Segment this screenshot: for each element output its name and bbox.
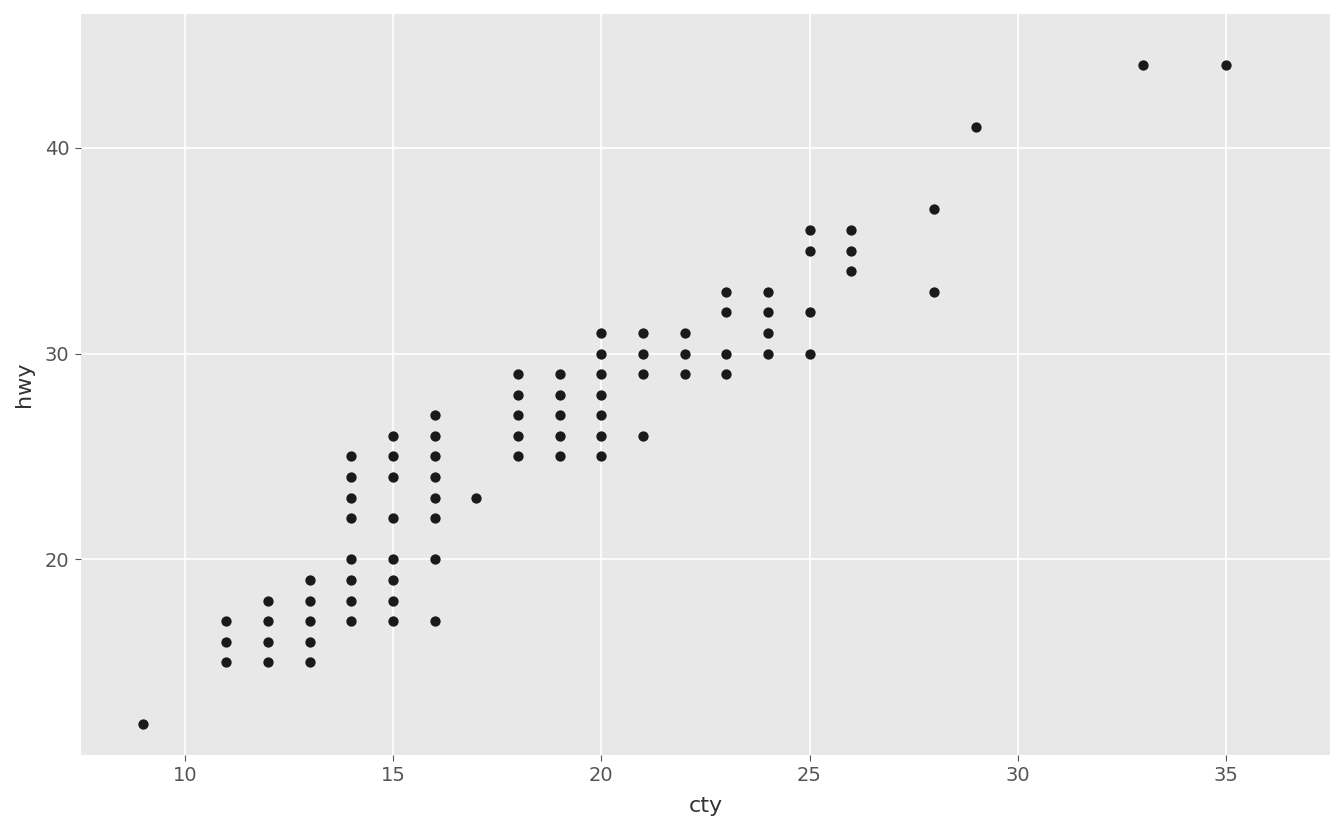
Point	[590, 388, 612, 402]
Point	[423, 614, 445, 627]
X-axis label: cty: cty	[688, 796, 723, 816]
Point	[507, 368, 528, 381]
Y-axis label: hwy: hwy	[13, 362, 34, 408]
Point	[340, 594, 362, 608]
Point	[590, 326, 612, 339]
Point	[340, 574, 362, 587]
Point	[507, 450, 528, 463]
Point	[673, 326, 695, 339]
Point	[548, 408, 570, 422]
Point	[423, 553, 445, 566]
Point	[757, 305, 778, 319]
Point	[465, 491, 487, 505]
Point	[507, 408, 528, 422]
Point	[840, 265, 862, 278]
Point	[715, 347, 737, 360]
Point	[340, 511, 362, 525]
Point	[673, 347, 695, 360]
Point	[216, 614, 238, 627]
Point	[133, 717, 155, 730]
Point	[216, 635, 238, 648]
Point	[340, 450, 362, 463]
Point	[798, 244, 820, 257]
Point	[298, 574, 320, 587]
Point	[590, 408, 612, 422]
Point	[423, 511, 445, 525]
Point	[258, 594, 280, 608]
Point	[798, 347, 820, 360]
Point	[840, 223, 862, 237]
Point	[298, 594, 320, 608]
Point	[590, 347, 612, 360]
Point	[715, 286, 737, 299]
Point	[548, 388, 570, 402]
Point	[298, 635, 320, 648]
Point	[382, 429, 403, 442]
Point	[1132, 59, 1153, 72]
Point	[423, 429, 445, 442]
Point	[382, 450, 403, 463]
Point	[757, 326, 778, 339]
Point	[216, 656, 238, 669]
Point	[632, 429, 653, 442]
Point	[757, 347, 778, 360]
Point	[590, 450, 612, 463]
Point	[423, 450, 445, 463]
Point	[798, 305, 820, 319]
Point	[548, 429, 570, 442]
Point	[340, 614, 362, 627]
Point	[840, 244, 862, 257]
Point	[423, 491, 445, 505]
Point	[715, 305, 737, 319]
Point	[423, 408, 445, 422]
Point	[632, 368, 653, 381]
Point	[382, 594, 403, 608]
Point	[340, 471, 362, 484]
Point	[507, 429, 528, 442]
Point	[757, 286, 778, 299]
Point	[632, 347, 653, 360]
Point	[382, 471, 403, 484]
Point	[1215, 59, 1236, 72]
Point	[382, 574, 403, 587]
Point	[298, 656, 320, 669]
Point	[923, 203, 945, 216]
Point	[965, 120, 986, 134]
Point	[632, 326, 653, 339]
Point	[382, 553, 403, 566]
Point	[923, 286, 945, 299]
Point	[423, 471, 445, 484]
Point	[258, 656, 280, 669]
Point	[382, 614, 403, 627]
Point	[258, 635, 280, 648]
Point	[590, 429, 612, 442]
Point	[507, 388, 528, 402]
Point	[258, 614, 280, 627]
Point	[382, 511, 403, 525]
Point	[298, 614, 320, 627]
Point	[715, 368, 737, 381]
Point	[340, 553, 362, 566]
Point	[798, 223, 820, 237]
Point	[590, 368, 612, 381]
Point	[673, 368, 695, 381]
Point	[548, 450, 570, 463]
Point	[340, 491, 362, 505]
Point	[548, 368, 570, 381]
